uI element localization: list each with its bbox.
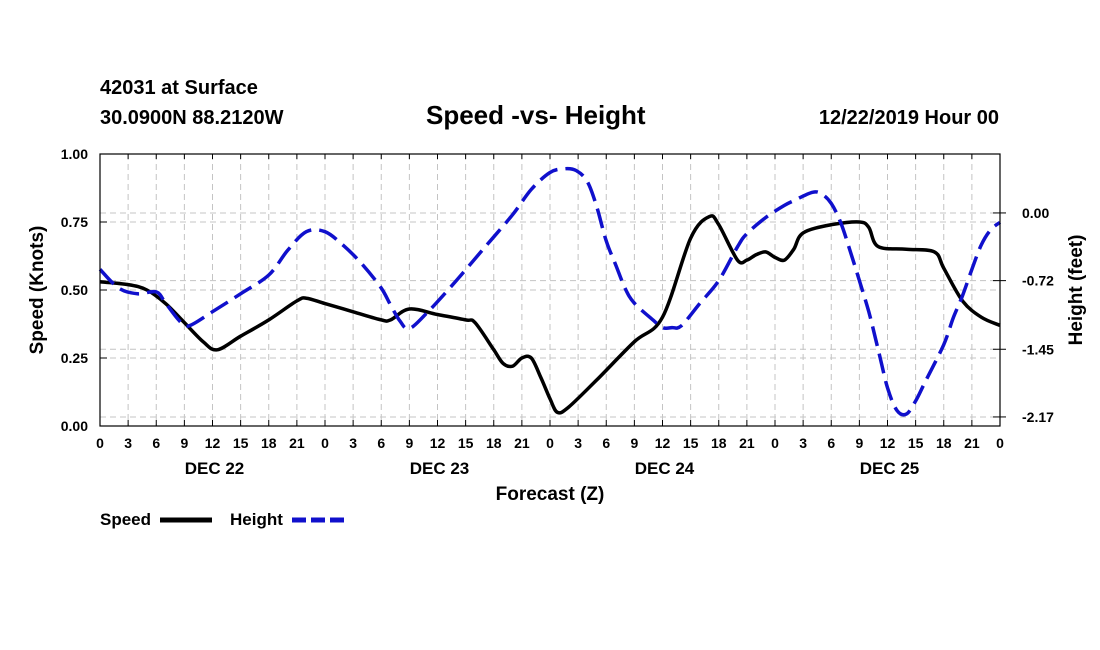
x-tick-label: 6 — [827, 435, 835, 451]
x-tick-label: 18 — [261, 435, 277, 451]
coordinates-label: 30.0900N 88.2120W — [100, 107, 284, 129]
legend-label-speed: Speed — [100, 510, 151, 529]
y-axis-title-right: Height (feet) — [1066, 235, 1087, 346]
x-tick-label: 15 — [458, 435, 474, 451]
chart-title: Speed -vs- Height — [426, 100, 646, 130]
legend-label-height: Height — [230, 510, 283, 529]
x-tick-label: 15 — [233, 435, 249, 451]
day-label: DEC 23 — [410, 459, 470, 478]
x-tick-label: 6 — [602, 435, 610, 451]
x-tick-label: 9 — [405, 435, 413, 451]
x-tick-label: 21 — [964, 435, 980, 451]
plot-frame — [99, 153, 1001, 427]
axis-layer: 0 3 6 9 12 15 18 21 0 3 6 9 12 15 18 21 0 3 6 9 12 15 18 21 0 3 6 9… — [61, 146, 1054, 478]
x-tick-label: 6 — [152, 435, 160, 451]
x-tick-label: 18 — [486, 435, 502, 451]
y-tick-label-right: -2.17 — [1022, 409, 1054, 425]
x-tick-label: 12 — [880, 435, 896, 451]
x-tick-label: 21 — [289, 435, 305, 451]
x-tick-label: 0 — [771, 435, 779, 451]
y-tick-label-left: 0.00 — [61, 418, 88, 434]
x-tick-label: 12 — [430, 435, 446, 451]
day-label: DEC 24 — [635, 459, 695, 478]
series-layer — [98, 166, 1002, 417]
x-tick-label: 9 — [855, 435, 863, 451]
series-line-speed — [99, 214, 1001, 415]
x-tick-label: 9 — [630, 435, 638, 451]
x-tick-label: 6 — [377, 435, 385, 451]
day-label: DEC 22 — [185, 459, 245, 478]
x-tick-label: 0 — [96, 435, 104, 451]
grid-layer — [100, 154, 1000, 426]
x-tick-label: 15 — [908, 435, 924, 451]
day-label: DEC 25 — [860, 459, 920, 478]
y-tick-label-left: 0.25 — [61, 350, 88, 366]
x-tick-label: 18 — [711, 435, 727, 451]
legend: Speed Height — [100, 510, 344, 529]
series-line-height — [98, 166, 1002, 417]
y-tick-label-left: 0.75 — [61, 214, 88, 230]
y-tick-label-right: -0.72 — [1022, 273, 1054, 289]
x-tick-label: 0 — [996, 435, 1004, 451]
y-tick-label-left: 1.00 — [61, 146, 88, 162]
y-tick-label-left: 0.50 — [61, 282, 88, 298]
x-tick-label: 3 — [124, 435, 132, 451]
x-tick-label: 3 — [799, 435, 807, 451]
y-axis-title-left: Speed (Knots) — [27, 226, 48, 355]
forecast-datetime: 12/22/2019 Hour 00 — [818, 107, 999, 129]
x-tick-label: 18 — [936, 435, 952, 451]
x-tick-label: 0 — [321, 435, 329, 451]
x-tick-label: 21 — [739, 435, 755, 451]
x-tick-label: 3 — [574, 435, 582, 451]
x-tick-label: 3 — [349, 435, 357, 451]
x-tick-label: 21 — [514, 435, 530, 451]
x-axis-title: Forecast (Z) — [496, 484, 605, 505]
station-label: 42031 at Surface — [100, 77, 258, 99]
x-tick-label: 12 — [655, 435, 671, 451]
x-tick-label: 0 — [546, 435, 554, 451]
x-tick-label: 9 — [180, 435, 188, 451]
x-tick-label: 15 — [683, 435, 699, 451]
y-tick-label-right: 0.00 — [1022, 205, 1049, 221]
y-tick-label-right: -1.45 — [1022, 341, 1054, 357]
x-tick-label: 12 — [205, 435, 221, 451]
